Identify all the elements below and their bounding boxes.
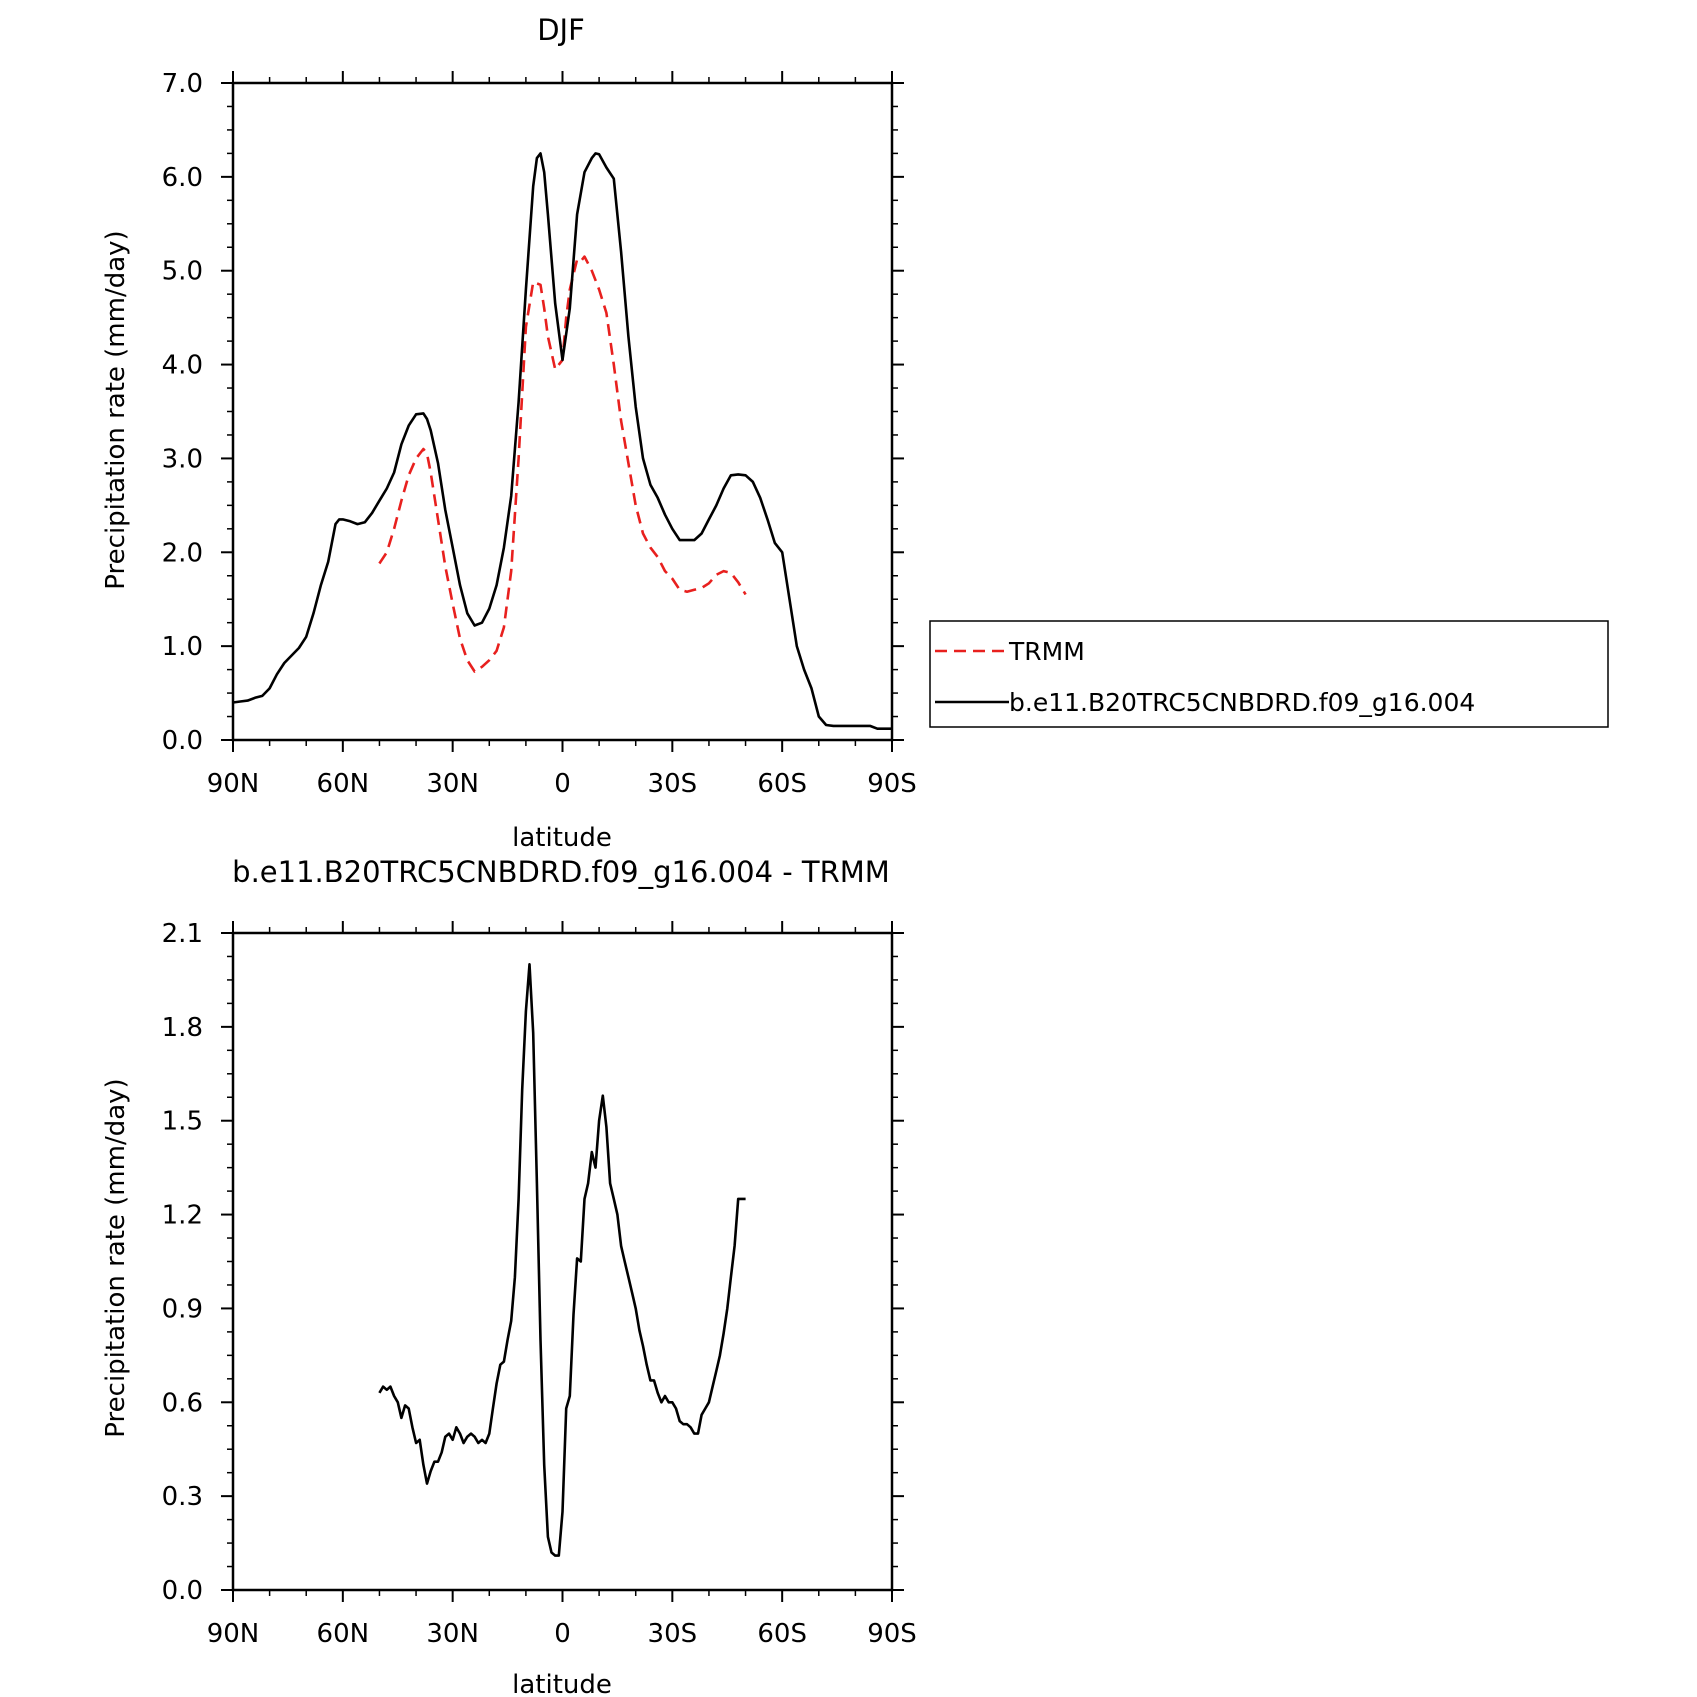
y-tick-label: 5.0 <box>162 257 203 287</box>
bottom-chart-title: b.e11.B20TRC5CNBDRD.f09_g16.004 - TRMM <box>232 855 890 889</box>
y-tick-label: 2.1 <box>162 919 203 949</box>
y-tick-label: 3.0 <box>162 444 203 474</box>
legend: TRMM b.e11.B20TRC5CNBDRD.f09_g16.004 <box>929 620 1609 728</box>
bottom-series <box>378 963 746 1557</box>
x-tick-label: 30N <box>426 769 479 799</box>
top-series <box>232 152 892 730</box>
legend-label-trmm: TRMM <box>1008 637 1085 666</box>
x-tick-label: 30S <box>648 1619 698 1649</box>
y-tick-label: 6.0 <box>162 163 203 193</box>
bottom-axes: 90N 60N 30N 0 30S 60S 90S 0.0 0.3 0.6 0.9 1.2 1.5 1.8… <box>162 919 917 1649</box>
bottom-x-axis-label: latitude <box>512 1670 612 1697</box>
top-plot-frame <box>231 81 894 742</box>
y-tick-label: 0.0 <box>162 1576 203 1606</box>
x-tick-label: 0 <box>554 769 571 799</box>
x-tick-label: 60N <box>317 1619 370 1649</box>
top-panel-djf: DJF 90N 60N 30N 0 30S 60S 90S 0.0 1.0 2.0 3.0 4.0 5.… <box>101 13 917 853</box>
x-tick-label: 0 <box>554 1619 571 1649</box>
top-y-axis-label: Precipitation rate (mm/day) <box>101 230 131 589</box>
series-line-difference <box>378 963 746 1557</box>
y-tick-label: 0.3 <box>162 1482 203 1512</box>
y-tick-label: 1.0 <box>162 632 203 662</box>
bottom-y-axis-label: Precipitation rate (mm/day) <box>101 1078 131 1437</box>
y-tick-label: 2.0 <box>162 538 203 568</box>
y-tick-label: 0.9 <box>162 1294 203 1324</box>
x-tick-label: 90N <box>207 1619 260 1649</box>
legend-label-model: b.e11.B20TRC5CNBDRD.f09_g16.004 <box>1009 688 1475 717</box>
x-tick-label: 60S <box>757 1619 807 1649</box>
y-tick-label: 4.0 <box>162 351 203 381</box>
y-tick-label: 1.8 <box>162 1013 203 1043</box>
y-tick-label: 1.5 <box>162 1107 203 1137</box>
x-tick-label: 60S <box>757 769 807 799</box>
y-tick-label: 1.2 <box>162 1201 203 1231</box>
y-tick-label: 0.6 <box>162 1388 203 1418</box>
x-tick-label: 90S <box>867 1619 917 1649</box>
x-tick-label: 90S <box>867 769 917 799</box>
y-tick-label: 0.0 <box>162 726 203 756</box>
x-tick-label: 30S <box>648 769 698 799</box>
x-tick-label: 30N <box>426 1619 479 1649</box>
x-tick-label: 90N <box>207 769 260 799</box>
top-axes: 90N 60N 30N 0 30S 60S 90S 0.0 1.0 2.0 3.0 4.0 5.0 6.0… <box>162 69 917 799</box>
series-line-model <box>232 152 892 730</box>
legend-box <box>929 620 1609 728</box>
bottom-panel-difference: b.e11.B20TRC5CNBDRD.f09_g16.004 - TRMM 9… <box>101 855 917 1697</box>
x-tick-label: 60N <box>317 769 370 799</box>
series-line-trmm <box>378 255 747 673</box>
top-chart-title: DJF <box>537 13 585 47</box>
top-x-axis-label: latitude <box>512 823 612 853</box>
y-tick-label: 7.0 <box>162 69 203 99</box>
